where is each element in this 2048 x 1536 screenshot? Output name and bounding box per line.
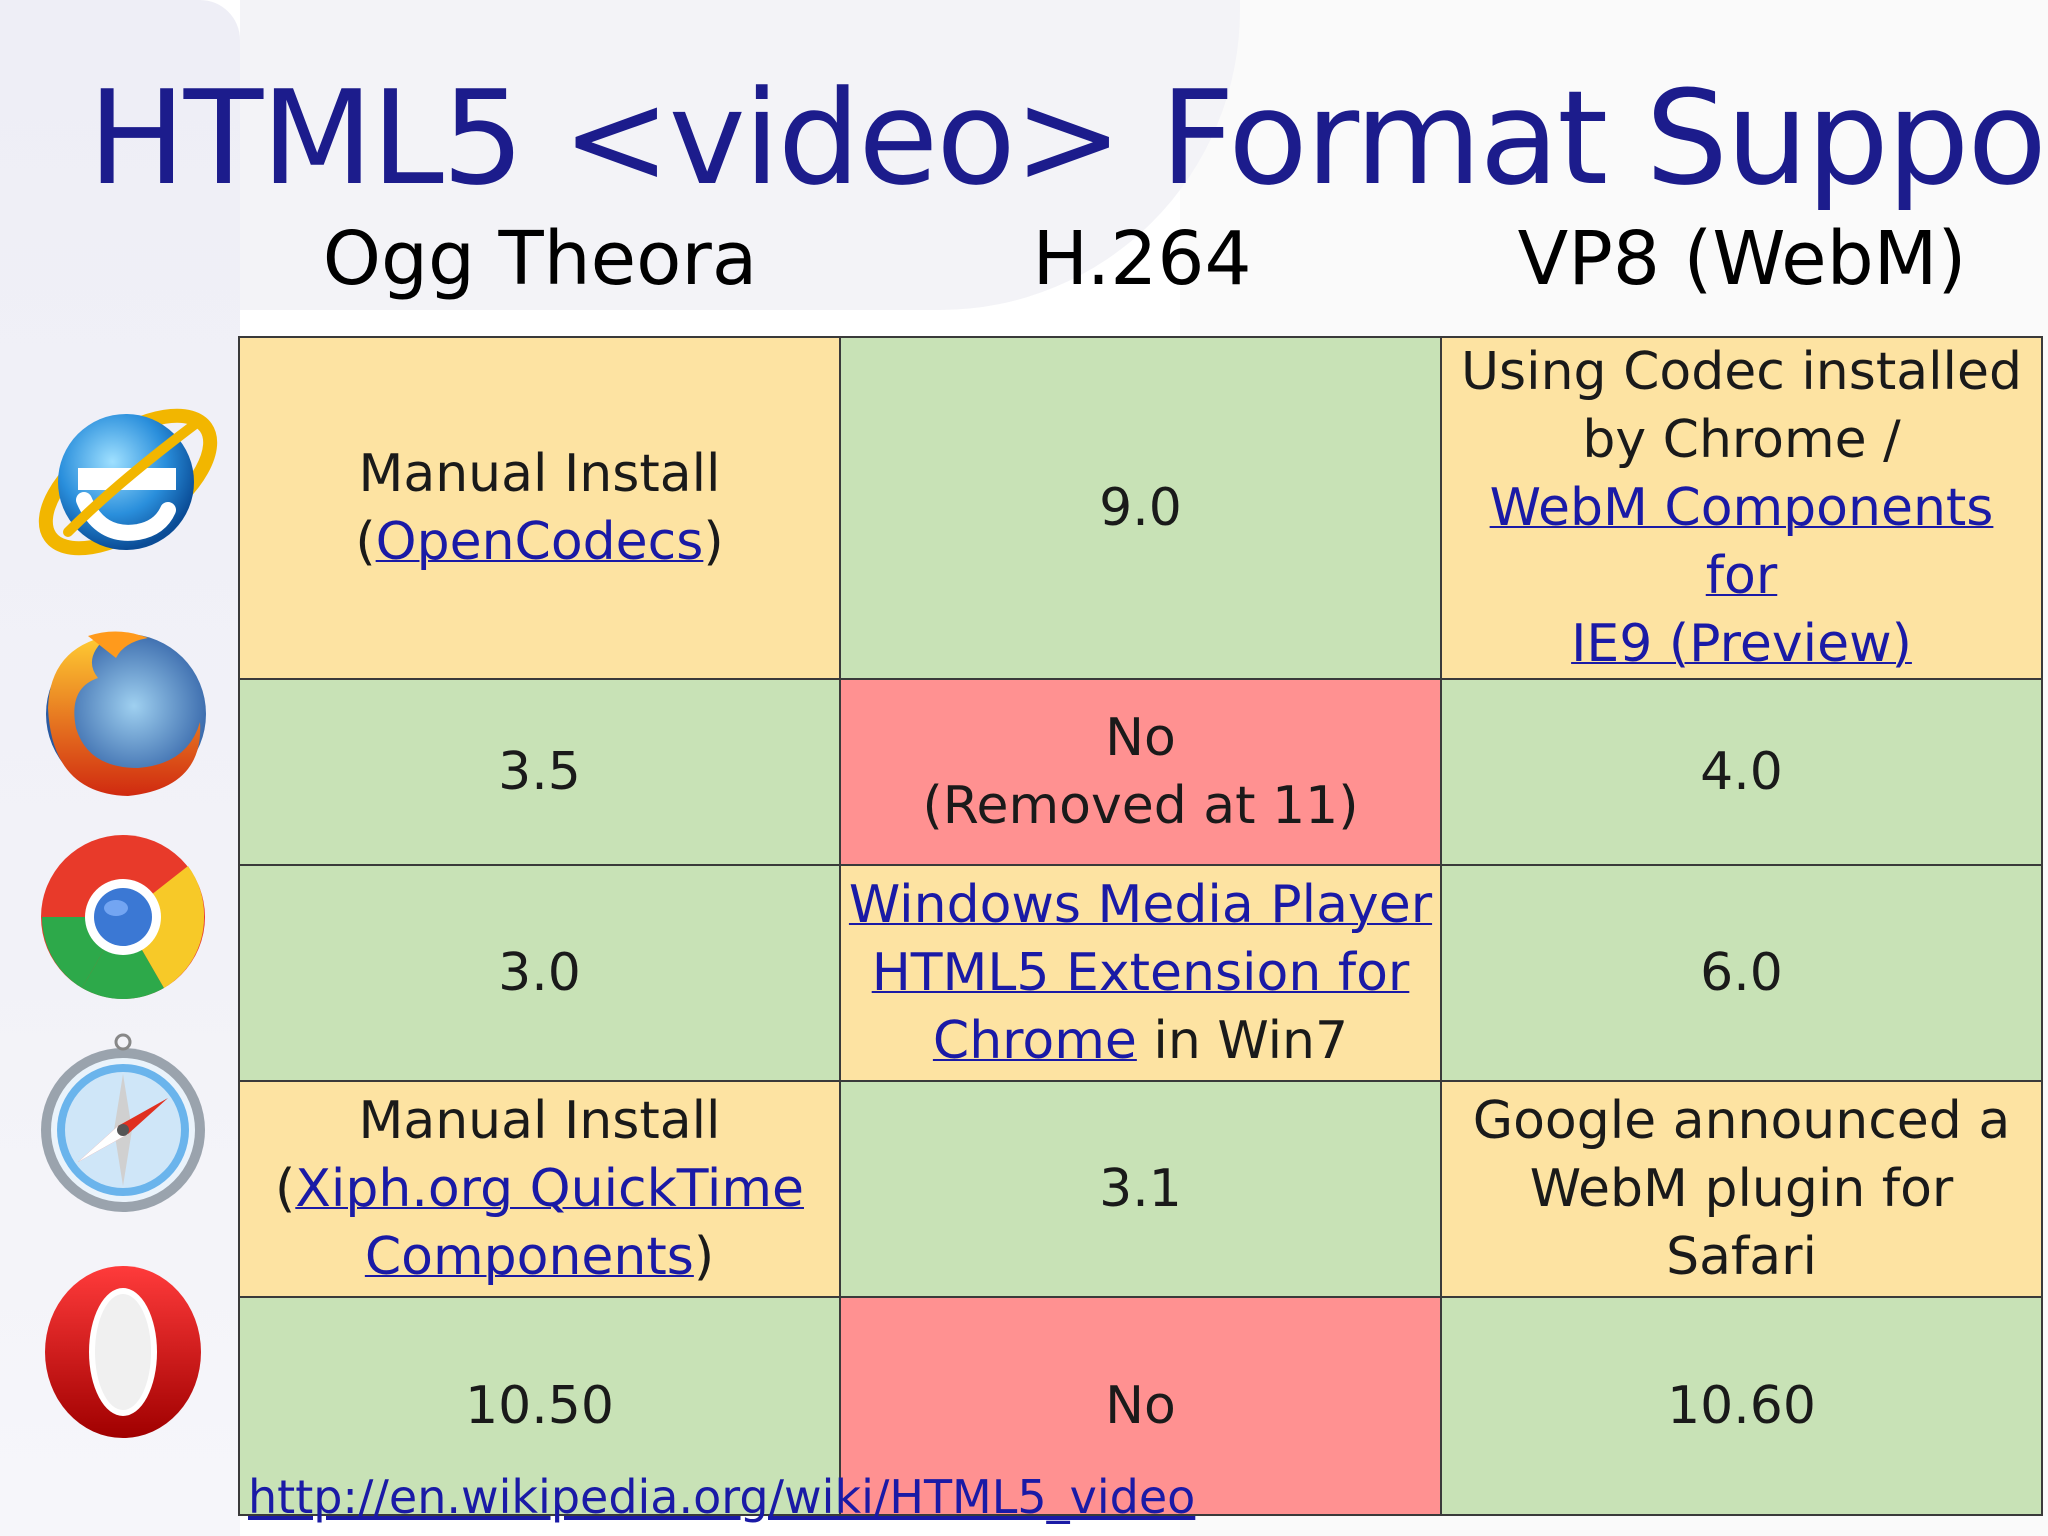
cell-firefox-h264: No (Removed at 11) bbox=[839, 678, 1442, 866]
cell-ie-vp8: Using Codec installed by Chrome / WebM C… bbox=[1440, 336, 2043, 680]
cell-safari-vp8: Google announced a WebM plugin for Safar… bbox=[1440, 1080, 2043, 1298]
paren-close: ) bbox=[703, 512, 724, 572]
wikipedia-source-link[interactable]: http://en.wikipedia.org/wiki/HTML5_video bbox=[248, 1470, 1196, 1524]
xiph-quicktime-link-continued[interactable]: Components bbox=[364, 1227, 694, 1287]
cell-opera-h264: No bbox=[839, 1296, 1442, 1516]
format-support-table: Manual Install (OpenCodecs) 9.0 Using Co… bbox=[238, 336, 2043, 1516]
cell-text: Google announced a bbox=[1472, 1091, 2011, 1151]
wmp-extension-link-continued[interactable]: HTML5 Extension for bbox=[871, 943, 1410, 1003]
background-shape-top bbox=[240, 0, 1240, 310]
cell-firefox-vp8: 4.0 bbox=[1440, 678, 2043, 866]
cell-text: Using Codec installed bbox=[1461, 342, 2022, 402]
cell-safari-h264: 3.1 bbox=[839, 1080, 1442, 1298]
cell-text: No bbox=[1105, 708, 1176, 768]
chrome-icon bbox=[41, 835, 205, 999]
cell-text: by Chrome / bbox=[1582, 410, 1901, 470]
wmp-extension-link-chrome[interactable]: Chrome bbox=[932, 1011, 1137, 1071]
safari-icon bbox=[41, 1033, 205, 1212]
column-header-vp8-webm: VP8 (WebM) bbox=[1517, 216, 1967, 302]
paren-close: ) bbox=[693, 1227, 715, 1287]
opencodecs-link[interactable]: OpenCodecs bbox=[375, 512, 704, 572]
webm-components-link[interactable]: WebM Components for bbox=[1489, 478, 1994, 606]
slide-title: HTML5 <video> Format Support bbox=[88, 62, 2048, 214]
wmp-extension-link[interactable]: Windows Media Player bbox=[848, 875, 1433, 935]
internet-explorer-icon bbox=[38, 408, 218, 556]
opera-icon bbox=[45, 1266, 201, 1438]
cell-text: (Removed at 11) bbox=[922, 776, 1359, 836]
cell-text: Manual Install bbox=[358, 1091, 721, 1151]
cell-chrome-h264: Windows Media Player HTML5 Extension for… bbox=[839, 864, 1442, 1082]
cell-opera-ogg: 10.50 bbox=[238, 1296, 841, 1516]
cell-text: in Win7 bbox=[1136, 1011, 1349, 1071]
cell-ie-ogg: Manual Install (OpenCodecs) bbox=[238, 336, 841, 680]
cell-ie-h264: 9.0 bbox=[839, 336, 1442, 680]
cell-safari-ogg: Manual Install (Xiph.org QuickTime Compo… bbox=[238, 1080, 841, 1298]
cell-text: WebM plugin for Safari bbox=[1529, 1159, 1954, 1287]
table-row-safari: Manual Install (Xiph.org QuickTime Compo… bbox=[238, 1080, 2043, 1298]
table-row-opera: 10.50 No 10.60 bbox=[238, 1296, 2043, 1516]
column-header-h264: H.264 bbox=[1032, 216, 1252, 302]
cell-text: Manual Install bbox=[358, 444, 721, 504]
column-header-ogg-theora: Ogg Theora bbox=[322, 216, 758, 302]
paren-open: ( bbox=[355, 512, 376, 572]
paren-open: ( bbox=[275, 1159, 296, 1219]
webm-components-link-continued[interactable]: IE9 (Preview) bbox=[1571, 614, 1912, 674]
cell-chrome-ogg: 3.0 bbox=[238, 864, 841, 1082]
cell-chrome-vp8: 6.0 bbox=[1440, 864, 2043, 1082]
table-row-firefox: 3.5 No (Removed at 11) 4.0 bbox=[238, 678, 2043, 866]
table-row-chrome: 3.0 Windows Media Player HTML5 Extension… bbox=[238, 864, 2043, 1082]
cell-opera-vp8: 10.60 bbox=[1440, 1296, 2043, 1516]
table-row-internet-explorer: Manual Install (OpenCodecs) 9.0 Using Co… bbox=[238, 336, 2043, 680]
xiph-quicktime-link[interactable]: Xiph.org QuickTime bbox=[295, 1159, 804, 1219]
cell-firefox-ogg: 3.5 bbox=[238, 678, 841, 866]
firefox-icon bbox=[46, 631, 206, 796]
